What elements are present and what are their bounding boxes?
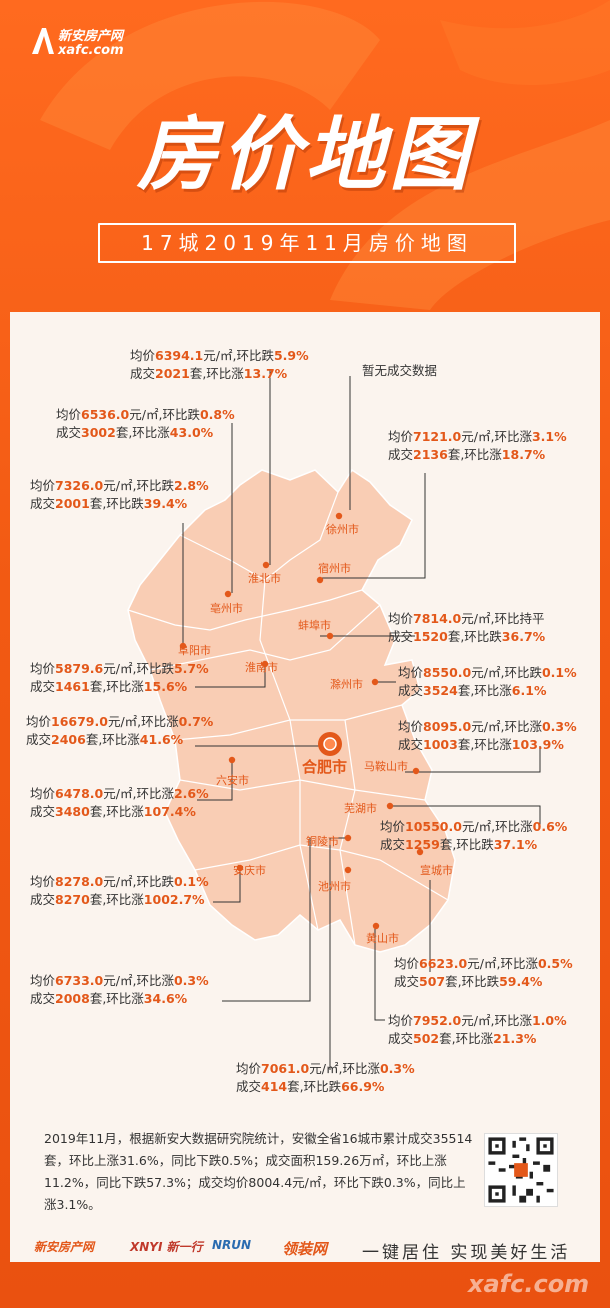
brand-logo-cn: 新安房产网 [58,29,124,44]
footer-logo-nrun: NRUN [212,1238,252,1252]
page-subtitle: 17城2019年11月房价地图 [141,231,473,255]
label-anqing: 均价8278.0元/㎡,环比跌0.1% 成交8270套,环比涨1002.7% [30,874,209,907]
summary-note: 2019年11月，根据新安大数据研究院统计，安徽全省16城市累计成交35514套… [44,1131,473,1212]
city-wuhu: 芜湖市 [344,802,377,815]
label-chuzhou: 均价8550.0元/㎡,环比跌0.1% 成交3524套,环比涨6.1% [398,665,577,698]
city-chizhou: 池州市 [318,880,351,893]
label-suzhou: 均价7121.0元/㎡,环比涨3.1% 成交2136套,环比涨18.7% [388,429,567,462]
city-bozhou: 亳州市 [210,602,243,615]
label-luan: 均价6478.0元/㎡,环比涨2.6% 成交3480套,环比涨107.4% [30,786,209,819]
footer-logo-xafc: 新安房产网 [34,1240,95,1254]
label-fuyang: 均价7326.0元/㎡,环比跌2.8% 成交2001套,环比跌39.4% [30,478,209,511]
city-huangshan: 黄山市 [366,932,399,945]
brand-logo: 新安房产网 xafc.com [58,30,124,58]
label-huainan: 均价5879.6元/㎡,环比跌5.7% 成交1461套,环比涨15.6% [30,661,209,694]
slogan: 一键居住 实现美好生活 [362,1243,571,1263]
label-chizhou: 均价7061.0元/㎡,环比涨0.3% 成交414套,环比跌66.9% [236,1061,415,1094]
label-bengbu: 均价7814.0元/㎡,环比持平 成交1520套,环比跌36.7% [388,611,546,644]
qr-code[interactable] [484,1133,558,1207]
subtitle-frame [98,223,516,263]
city-anqing: 安庆市 [233,864,266,877]
city-suzhou: 宿州市 [318,562,351,575]
footer-logo-lingzhuang: 领装网 [282,1240,328,1258]
leader-lines [182,370,541,1070]
label-maanshan: 均价8095.0元/㎡,环比涨0.3% 成交1003套,环比涨103.9% [398,719,577,752]
city-huaibei: 淮北市 [248,572,281,585]
qr-logo-icon [514,1163,528,1177]
city-luan: 六安市 [216,774,249,787]
brand-logo-en: xafc.com [58,43,124,58]
label-tongling: 均价6733.0元/㎡,环比涨0.3% 成交2008套,环比涨34.6% [30,973,209,1006]
watermark: xafc.com [468,1270,590,1298]
label-hefei: 均价16679.0元/㎡,环比涨0.7% 成交2406套,环比涨41.6% [26,714,214,747]
no-data-label: 暂无成交数据 [362,363,438,378]
label-huaibei: 均价6394.1元/㎡,环比跌5.9% 成交2021套,环比涨13.7% [130,348,309,381]
city-dots [179,512,424,930]
city-xuancheng: 宣城市 [420,864,453,877]
hub-marker-core [323,737,337,751]
label-wuhu: 均价10550.0元/㎡,环比涨0.6% 成交1259套,环比跌37.1% [380,819,568,852]
city-xuzhou: 徐州市 [326,523,359,536]
page-title: 房价地图 [137,108,473,201]
city-hefei: 合肥市 [302,758,348,776]
label-bozhou: 均价6536.0元/㎡,环比跌0.8% 成交3002套,环比涨43.0% [56,407,235,440]
city-chuzhou: 滁州市 [330,678,363,691]
city-fuyang: 阜阳市 [178,644,211,657]
label-xuancheng: 均价6623.0元/㎡,环比涨0.5% 成交507套,环比跌59.4% [394,956,573,989]
city-tongling: 铜陵市 [306,835,339,848]
city-borders [127,491,449,946]
province-shape [127,468,456,953]
logo-a-icon [32,28,54,54]
city-maanshan: 马鞍山市 [364,760,408,773]
footer-logo-xnyi: XNYI 新一行 [130,1240,203,1254]
city-bengbu: 蚌埠市 [298,619,331,632]
city-huainan: 淮南市 [245,661,278,674]
label-huangshan: 均价7952.0元/㎡,环比涨1.0% 成交502套,环比涨21.3% [388,1013,567,1046]
